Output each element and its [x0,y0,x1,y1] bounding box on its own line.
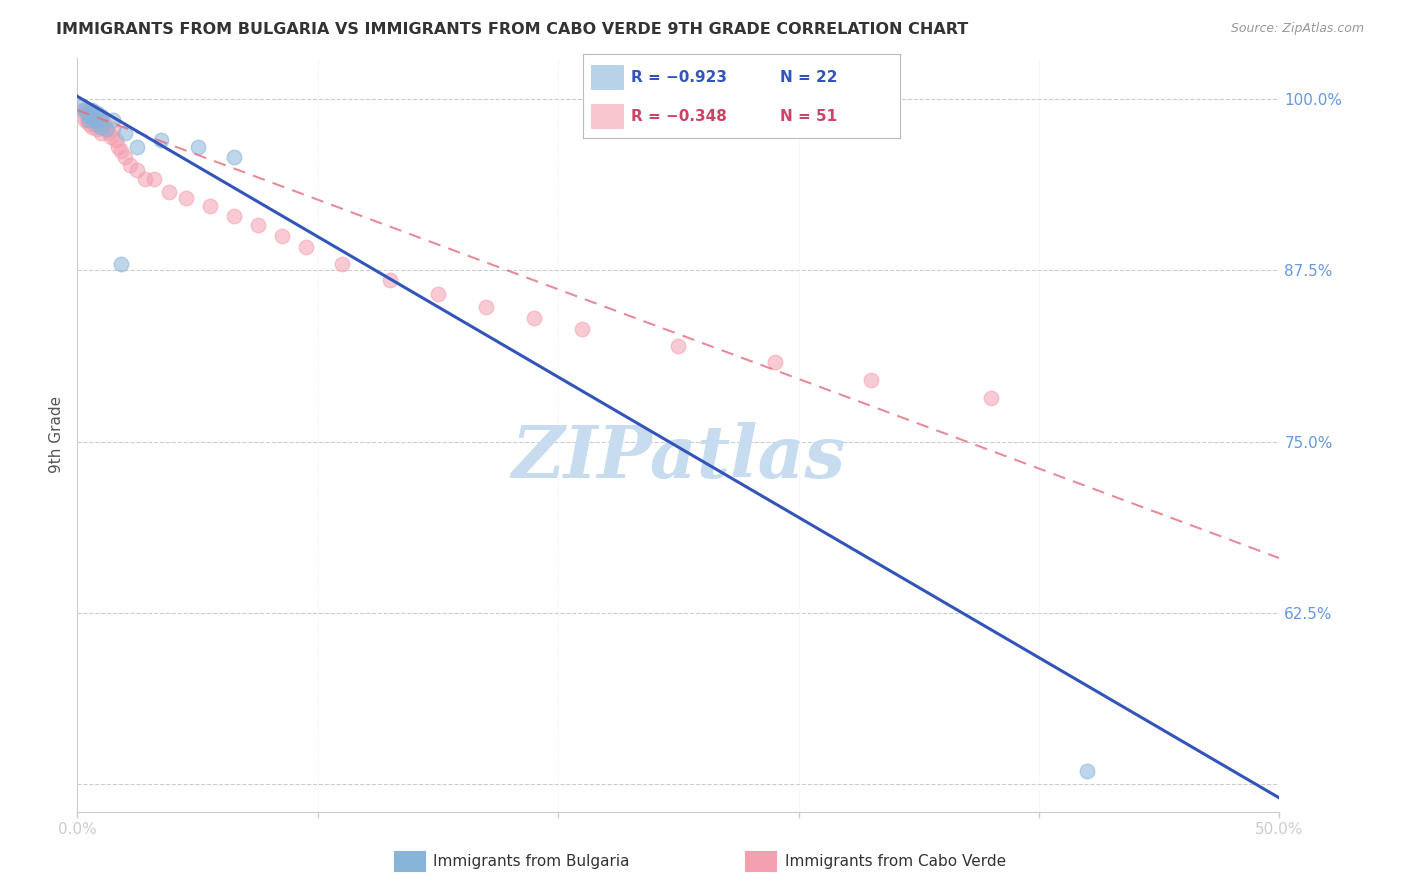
Point [70,99,93,113]
Text: R = −0.348: R = −0.348 [631,109,727,124]
Point [763,355,786,369]
Point [980,391,1002,405]
Point [222,209,245,223]
Point [80,109,103,123]
Point [76,112,98,127]
Point [87,120,110,134]
Point [378,273,401,287]
Point [668,339,690,353]
Point [103,122,125,136]
Point [198,199,221,213]
Point [571,322,593,336]
Point [79,109,101,123]
Point [87,112,110,126]
Text: Source: ZipAtlas.com: Source: ZipAtlas.com [1230,22,1364,36]
Point [110,144,132,158]
Point [187,140,209,154]
Point [96,122,118,136]
FancyBboxPatch shape [592,65,623,89]
Point [86,114,108,128]
Point [83,117,105,131]
Point [103,112,125,127]
Point [90,117,112,131]
Point [127,140,149,154]
Point [330,256,353,270]
Point [86,122,108,136]
Point [97,126,120,140]
Point [157,186,180,200]
Point [90,120,112,134]
Text: R = −0.923: R = −0.923 [631,70,727,85]
Point [73,103,96,117]
Point [143,171,166,186]
Point [134,171,156,186]
Text: N = 22: N = 22 [779,70,837,85]
Point [86,109,108,123]
Point [73,105,96,120]
FancyBboxPatch shape [592,104,623,128]
Point [90,109,112,123]
Point [86,105,108,120]
Point [90,112,112,127]
Point [80,120,103,134]
Point [83,112,105,127]
Point [110,256,132,270]
Text: N = 51: N = 51 [779,109,837,124]
Point [76,105,98,120]
Point [96,122,118,136]
Point [93,117,115,131]
Point [83,112,105,127]
Text: IMMIGRANTS FROM BULGARIA VS IMMIGRANTS FROM CABO VERDE 9TH GRADE CORRELATION CHA: IMMIGRANTS FROM BULGARIA VS IMMIGRANTS F… [56,22,969,37]
Point [114,150,136,164]
Point [222,150,245,164]
Point [270,229,292,244]
Point [87,112,110,127]
Point [107,140,129,154]
Point [127,163,149,178]
Point [859,373,882,387]
Point [114,126,136,140]
Point [523,311,546,326]
Point [475,301,498,315]
Point [1076,764,1098,778]
Point [80,112,103,127]
Point [86,117,108,131]
Point [79,112,101,127]
Point [76,105,98,120]
Point [80,105,103,120]
Point [90,126,112,140]
Point [174,191,197,205]
Point [427,286,450,301]
Point [120,158,142,172]
Text: ZIPatlas: ZIPatlas [512,422,845,493]
Point [70,103,93,117]
Point [80,103,103,117]
Text: Immigrants from Cabo Verde: Immigrants from Cabo Verde [785,855,1005,869]
Point [100,130,122,145]
Point [79,109,101,123]
Point [150,133,173,147]
Point [79,112,101,127]
Point [294,240,316,254]
Point [73,112,96,127]
Text: Immigrants from Bulgaria: Immigrants from Bulgaria [433,855,630,869]
Point [246,218,269,232]
Point [104,133,127,147]
Y-axis label: 9th Grade: 9th Grade [49,396,65,474]
Point [79,117,101,131]
